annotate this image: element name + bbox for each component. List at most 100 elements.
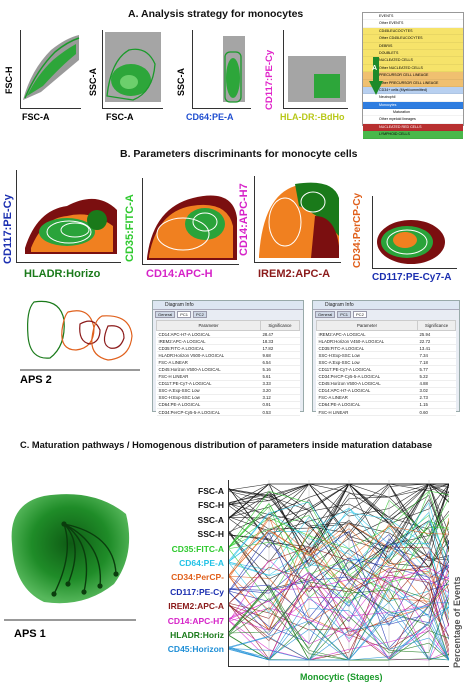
table-row[interactable]: CD45:Horizon V500-A LOGICAL 5.16	[156, 365, 300, 374]
plot-a1-ylabel: FSC-H	[4, 66, 14, 95]
diagram-tabs: General PC1 PC2	[313, 310, 459, 319]
gate-row[interactable]: PRECURSOR CELL LINEAGE	[363, 72, 463, 80]
parameter-cell: CD14:APC-H7-A LOGICAL	[316, 387, 418, 395]
gate-row[interactable]: Other EVENTS	[363, 20, 463, 28]
parameter-label: SSC-H	[197, 529, 224, 540]
gate-row[interactable]: Monocytes	[363, 101, 463, 110]
table-row[interactable]: FSC-H LINEAR 5.61	[156, 373, 300, 381]
gate-row[interactable]: NUCLEATED CELLS	[363, 57, 463, 65]
gate-row[interactable]: CD34+ cells (Myel/committed)	[363, 86, 463, 95]
parameter-cell: CD34:PerCP-Cy5-5-A LOGICAL	[316, 373, 418, 381]
tab-pc2[interactable]: PC2	[193, 311, 207, 318]
tab-general[interactable]: General	[155, 311, 176, 318]
table-row[interactable]: CD64:PE-A LOGICAL 1.15	[316, 401, 456, 410]
significance-cell: 9.68	[260, 351, 300, 360]
significance-cell: 25.94	[417, 330, 456, 339]
parameter-label: CD34:PerCP-	[171, 572, 224, 583]
scatter-a2	[105, 32, 161, 102]
parameter-label: FSC-H	[198, 500, 224, 511]
plot-b3-xlabel: IREM2:APC-A	[258, 268, 331, 280]
parameter-line	[228, 584, 450, 661]
table-row[interactable]: CD14:APC-H7-A LOGICAL 28.47	[156, 330, 300, 339]
gate-row[interactable]: Maturation	[363, 109, 463, 117]
table-row[interactable]: HLADR:Horizon V500-A LOGICAL 9.68	[156, 351, 300, 360]
table-row[interactable]: SSC-H:Exp-SSC Low 7.34	[316, 351, 456, 360]
gate-row[interactable]: EVENTS	[363, 13, 463, 21]
gate-row[interactable]: Neutrophil	[363, 94, 463, 102]
significance-cell: 1.15	[417, 401, 456, 410]
parameter-line	[228, 483, 449, 546]
table-row[interactable]: CD117:PE-Cy7-A LOGICAL 5.77	[316, 365, 456, 374]
gate-row[interactable]: LYMPHOID CELLS	[363, 131, 463, 139]
table-row[interactable]: CD14:APC-H7-A LOGICAL 3.02	[316, 387, 456, 395]
plot-b2-xlabel: CD14:APC-H	[146, 268, 213, 280]
gate-row[interactable]: Other myeloid lineages	[363, 116, 463, 124]
gate-row[interactable]: NUCLEATED RED CELLS	[363, 123, 463, 132]
parameter-cell: FSC-A LINEAR	[156, 358, 261, 367]
parallel-lines	[228, 480, 450, 666]
table-row[interactable]: SSC-A:Exp-SSC Low 3.20	[156, 387, 300, 395]
gate-row[interactable]: DEBRIS	[363, 42, 463, 50]
plot-a1-xlabel: FSC-A	[22, 112, 50, 122]
parameter-cell: CD45:Horizon V500-A LOGICAL	[316, 380, 418, 388]
plot-a3-ylabel: SSC-A	[176, 67, 186, 96]
diagram-info-title: Diagram Info	[153, 301, 303, 310]
parameter-cell: CD64:PE-A LOGICAL	[316, 401, 418, 410]
significance-cell: 3.33	[260, 380, 300, 388]
table-row[interactable]: FSC-A LINEAR 2.73	[316, 394, 456, 402]
significance-cell: 13.41	[417, 344, 456, 353]
significance-cell: 6.54	[260, 358, 300, 367]
parameter-cell: FSC-A LINEAR	[316, 394, 418, 402]
parameter-label: CD64:PE-A	[179, 558, 224, 568]
parameter-line	[228, 572, 450, 661]
gate-row[interactable]: CD45LEUCOCYTES	[363, 27, 463, 36]
scatter-a1	[23, 35, 80, 100]
parameter-cell: CD34:PerCP-Cy5-5-A LOGICAL	[156, 408, 261, 417]
significance-cell: 5.61	[260, 373, 300, 381]
significance-cell: 17.82	[260, 344, 300, 353]
section-a-title: A. Analysis strategy for monocytes	[128, 8, 304, 20]
table-row[interactable]: HLADR:Horizon V450-A LOGICAL 22.72	[316, 337, 456, 346]
table-row[interactable]: SSC-H:Exp-SSC Low 3.12	[156, 394, 300, 402]
table-row[interactable]: IREM2:APC-A LOGICAL 18.33	[156, 337, 300, 346]
gate-row[interactable]: Other PRECURSOR CELL LINEAGE	[363, 79, 463, 87]
tab-pc2[interactable]: PC2	[353, 311, 367, 318]
plot-a3	[192, 30, 251, 109]
significance-cell: 4.88	[417, 380, 456, 388]
parameter-cell: SSC-H:Exp-SSC Low	[316, 351, 418, 360]
significance-cell: 0.91	[260, 401, 300, 410]
table-row[interactable]: CD117:PE-Cy7-A LOGICAL 3.33	[156, 380, 300, 388]
table-row[interactable]: FSC-H LINEAR 0.60	[316, 408, 456, 417]
table-row[interactable]: CD45:Horizon V500-A LOGICAL 4.88	[316, 380, 456, 388]
parameter-line	[228, 530, 450, 649]
table-row[interactable]: CD34:PerCP-Cy5-5-A LOGICAL 0.53	[156, 408, 300, 417]
parameter-cell: CD35:FITC-A LOGICAL	[156, 344, 261, 353]
parameter-cell: HLADR:Horizon V450-A LOGICAL	[316, 337, 418, 346]
plot-b1	[16, 170, 121, 263]
plot-b2	[142, 178, 239, 265]
parameter-line	[228, 599, 450, 661]
plot-a4-xlabel: HLA-DR:-BdHo	[280, 112, 345, 122]
plot-b4	[372, 196, 457, 269]
parameter-label: CD117:PE-Cy	[170, 586, 224, 597]
table-row[interactable]: CD35:FITC-A LOGICAL 13.41	[316, 344, 456, 353]
gate-row[interactable]: Other NUCLEATED CELLS	[363, 64, 463, 73]
table-row[interactable]: CD35:FITC-A LOGICAL 17.82	[156, 344, 300, 353]
table-row[interactable]: CD64:PE-A LOGICAL 0.91	[156, 401, 300, 410]
tab-pc1[interactable]: PC1	[177, 311, 192, 318]
maturation-ylabel: Percentage of Events	[452, 576, 462, 668]
gate-row[interactable]: DOUBLETS	[363, 49, 463, 58]
maturation-xlabel: Monocytic (Stages)	[300, 672, 383, 682]
table-row[interactable]: SSC-A:Exp-SSC Low 7.18	[316, 358, 456, 367]
tab-pc1[interactable]: PC1	[337, 311, 352, 318]
table-row[interactable]: IREM2:APC-A LOGICAL 25.94	[316, 330, 456, 339]
tab-general[interactable]: General	[315, 311, 336, 318]
gate-row[interactable]: Other CD45LEUCOCYTES	[363, 35, 463, 43]
plot-b1-ylabel: CD117:PE-Cy	[2, 194, 14, 264]
table-row[interactable]: FSC-A LINEAR 6.54	[156, 358, 300, 367]
scatter-a4	[288, 56, 346, 102]
table-row[interactable]: CD34:PerCP-Cy5-5-A LOGICAL 5.22	[316, 373, 456, 381]
parameter-cell: IREM2:APC-A LOGICAL	[156, 337, 261, 346]
plot-a1	[20, 30, 81, 109]
section-c-title: C. Maturation pathways / Homogenous dist…	[20, 440, 433, 450]
